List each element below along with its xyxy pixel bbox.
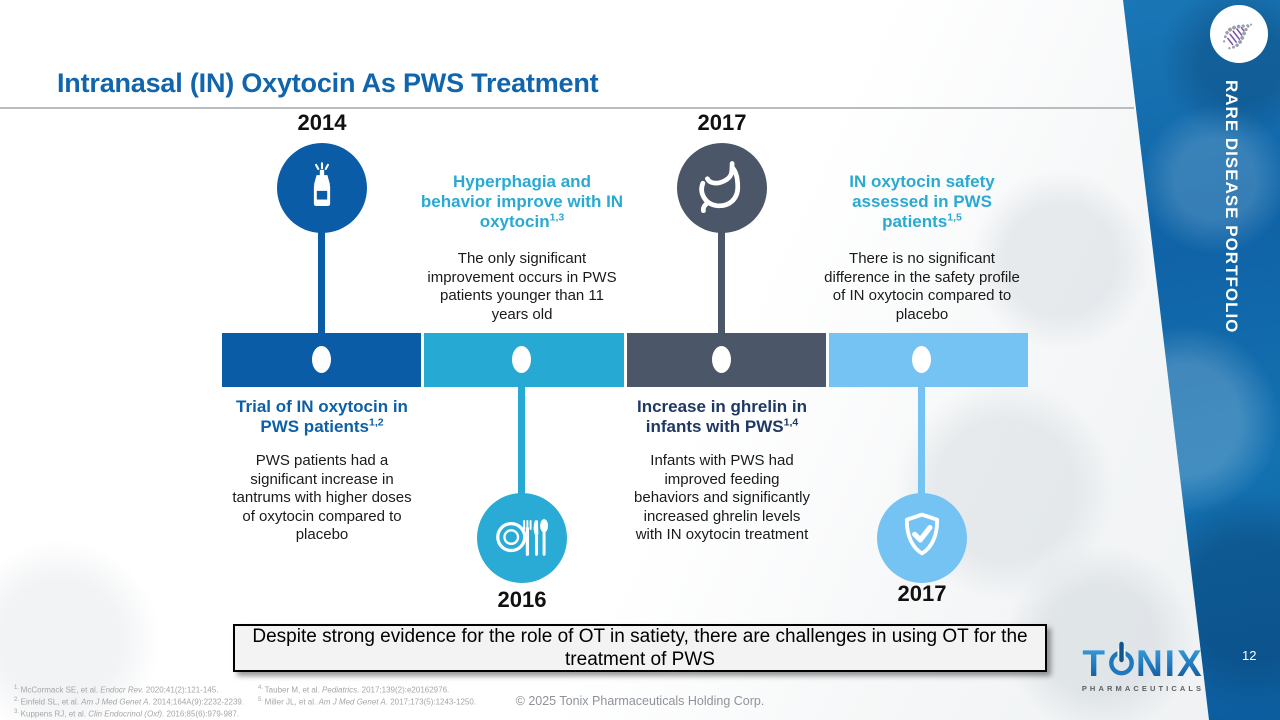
stomach-icon bbox=[695, 159, 749, 218]
tonix-logo: T NIX PHARMACEUTICALS bbox=[1076, 640, 1210, 693]
heading-superscript: 1,2 bbox=[368, 416, 384, 429]
footnotes-column-1: 1. McCormack SE, et al. Endocr Rev. 2020… bbox=[14, 684, 256, 720]
connector-2014 bbox=[318, 232, 325, 333]
connector-2016 bbox=[518, 387, 525, 494]
footnote: 2. Einfeld SL, et al. Am J Med Genet A. … bbox=[14, 696, 245, 707]
footnote: 4. Tauber M, et al. Pediatrics. 2017;139… bbox=[258, 685, 450, 695]
footnote: 5. Miller JL, et al. Am J Med Genet A. 2… bbox=[258, 696, 477, 707]
event-body-2017a: Infants with PWS had improved feeding be… bbox=[634, 452, 810, 544]
year-label-2017b: 2017 bbox=[897, 581, 947, 606]
heading-superscript: 1,3 bbox=[549, 211, 565, 224]
page-title: Intranasal (IN) Oxytocin As PWS Treatmen… bbox=[57, 68, 599, 98]
event-circle-2016 bbox=[477, 493, 567, 583]
event-circle-2017a bbox=[677, 143, 767, 233]
event-body-2016: The only significant improvement occurs … bbox=[427, 250, 617, 323]
heading-superscript: 1,4 bbox=[783, 416, 799, 429]
plate-cutlery-icon bbox=[494, 510, 550, 567]
timeline-dot-2017b bbox=[912, 346, 931, 373]
logo-letters-nix: NIX bbox=[1135, 643, 1204, 684]
year-label-2016: 2016 bbox=[497, 587, 547, 612]
logo-letter-t: T bbox=[1082, 643, 1107, 684]
dna-helix-icon bbox=[1210, 5, 1268, 63]
conclusion-banner: Despite strong evidence for the role of … bbox=[233, 624, 1047, 672]
event-body-2014: PWS patients had a significant increase … bbox=[232, 452, 412, 544]
timeline-bar bbox=[222, 333, 1028, 387]
power-button-icon bbox=[1108, 640, 1135, 682]
event-heading-text: Trial of IN oxytocin in PWS patients bbox=[236, 397, 408, 437]
event-heading-text: Hyperphagia and behavior improve with IN… bbox=[420, 172, 624, 232]
event-heading-text: IN oxytocin safety assessed in PWS patie… bbox=[849, 172, 995, 232]
page-number: 12 bbox=[1242, 648, 1257, 663]
event-heading-text: Increase in ghrelin in infants with PWS bbox=[636, 397, 808, 437]
copyright-text: © 2025 Tonix Pharmaceuticals Holding Cor… bbox=[515, 694, 765, 708]
connector-2017b bbox=[918, 387, 925, 494]
sidebar-label: RARE DISEASE PORTFOLIO bbox=[1222, 80, 1241, 334]
event-heading-2017a: Increase in ghrelin in infants with PWS1… bbox=[612, 397, 832, 437]
event-heading-2017b: IN oxytocin safety assessed in PWS patie… bbox=[817, 172, 1027, 232]
event-heading-2014: Trial of IN oxytocin in PWS patients1,2 bbox=[217, 397, 427, 437]
timeline-dot-2017a bbox=[712, 346, 731, 373]
shield-check-icon bbox=[895, 509, 949, 568]
year-label-2017a: 2017 bbox=[697, 110, 747, 135]
connector-2017a bbox=[718, 232, 725, 333]
event-heading-2016: Hyperphagia and behavior improve with IN… bbox=[417, 172, 627, 232]
title-divider bbox=[0, 107, 1134, 109]
event-body-2017b: There is no significant difference in th… bbox=[824, 250, 1020, 323]
logo-subtitle: PHARMACEUTICALS bbox=[1081, 684, 1205, 693]
timeline-dot-2016 bbox=[512, 346, 531, 373]
footnote: 3. Kuppens RJ, et al. Clin Endocrinol (O… bbox=[14, 708, 240, 719]
footnote: 1. McCormack SE, et al. Endocr Rev. 2020… bbox=[14, 685, 219, 695]
event-circle-2014 bbox=[277, 143, 367, 233]
year-label-2014: 2014 bbox=[297, 110, 347, 135]
nasal-spray-icon bbox=[296, 160, 348, 217]
footnotes-column-2: 4. Tauber M, et al. Pediatrics. 2017;139… bbox=[258, 684, 508, 708]
heading-superscript: 1,5 bbox=[947, 211, 962, 224]
timeline-dot-2014 bbox=[312, 346, 331, 373]
event-circle-2017b bbox=[877, 493, 967, 583]
